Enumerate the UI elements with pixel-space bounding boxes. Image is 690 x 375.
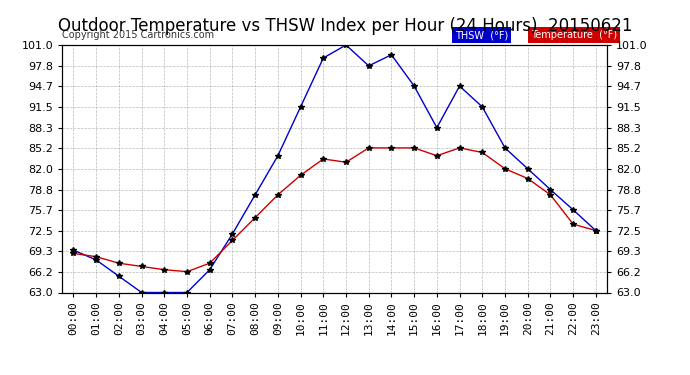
Text: Copyright 2015 Cartronics.com: Copyright 2015 Cartronics.com (62, 30, 214, 40)
Text: Outdoor Temperature vs THSW Index per Hour (24 Hours)  20150621: Outdoor Temperature vs THSW Index per Ho… (58, 17, 632, 35)
Text: Temperature  (°F): Temperature (°F) (531, 30, 617, 40)
Text: THSW  (°F): THSW (°F) (455, 30, 508, 40)
